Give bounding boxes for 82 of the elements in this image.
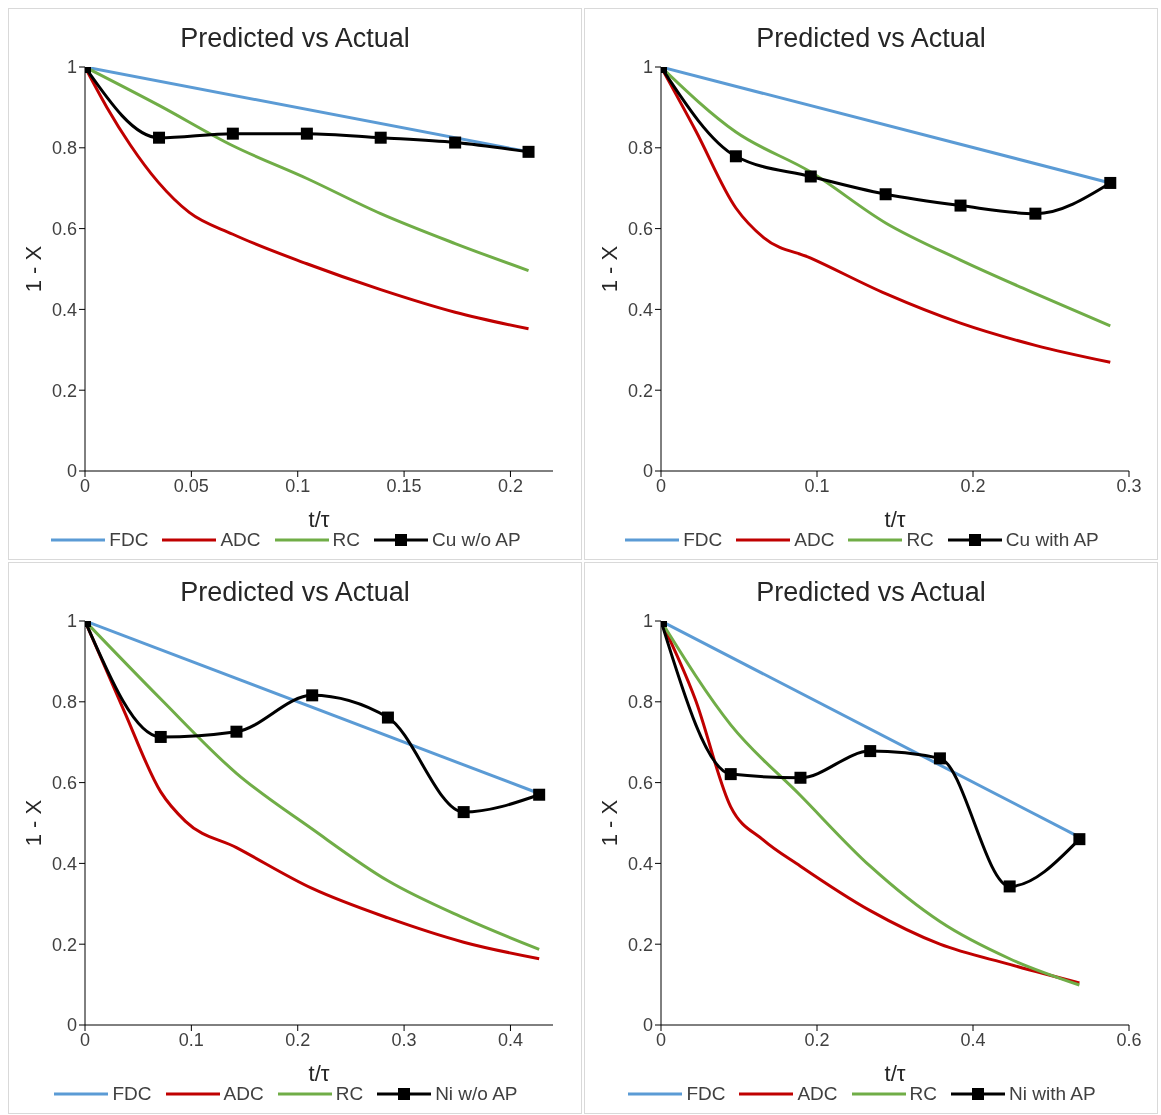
y-axis-title: 1 - X [20,245,46,293]
legend-label: ADC [796,1083,838,1105]
legend-label: FDC [108,529,149,551]
legend-label: ADC [219,529,261,551]
legend-label: RC [909,1083,938,1104]
legend-label: Cu w/o AP [430,529,521,551]
point [933,752,946,765]
chart-title: Predicted vs Actual [755,577,987,609]
y-tick-label: 1 [66,57,77,78]
x-tick-label: 0.3 [1116,475,1142,496]
y-tick-label: 0.8 [51,138,77,159]
x-tick-label: 0.2 [285,1029,311,1050]
legend-label: RC [332,529,360,550]
legend-label: FDC [685,1083,726,1105]
x-tick-label: 0.2 [960,475,986,496]
legend-label: Cu with AP [1004,529,1099,551]
x-tick-label: 0.2 [804,1029,830,1050]
x-tick-label: 0 [655,1029,667,1050]
x-axis-title: t/τ [884,1061,906,1086]
x-tick-label: 0.3 [391,1029,417,1050]
point [1073,833,1086,846]
x-tick-label: 0.6 [1116,1029,1142,1050]
y-axis-title: 1 - X [596,799,622,847]
y-tick-label: 0.4 [51,299,77,320]
chart-title: Predicted vs Actual [179,577,411,609]
point [457,806,470,819]
x-tick-label: 0.15 [386,475,422,496]
x-tick-label: 0 [79,1029,91,1050]
point [724,768,737,781]
legend-label: FDC [111,1083,152,1105]
y-tick-label: 0 [642,1015,653,1036]
x-tick-label: 0.05 [173,475,209,496]
chart-title: Predicted vs Actual [179,23,411,55]
legend-label: Ni with AP [1008,1083,1096,1105]
y-tick-label: 0.8 [627,138,653,159]
y-tick-label: 1 [642,611,653,632]
x-tick-label: 0.4 [960,1029,986,1050]
x-tick-label: 0 [655,475,667,496]
y-tick-label: 1 [642,57,653,78]
y-tick-label: 0 [66,461,77,482]
y-tick-label: 0.2 [627,380,653,401]
y-tick-label: 0.8 [627,692,653,713]
y-tick-label: 0.2 [627,934,653,955]
x-tick-label: 0.1 [804,475,830,496]
y-tick-label: 0.6 [627,772,653,793]
point [864,745,877,758]
y-tick-label: 0.6 [51,772,77,793]
chart-title: Predicted vs Actual [755,23,987,55]
y-tick-label: 0.6 [627,218,653,239]
x-tick-label: 0.2 [497,475,523,496]
y-tick-label: 0.8 [51,692,77,713]
y-axis-title: 1 - X [596,245,622,293]
x-axis-title: t/τ [308,1061,330,1086]
legend-label: RC [335,1083,364,1104]
point [533,788,546,801]
legend-label: ADC [793,529,835,551]
x-axis-title: t/τ [884,507,906,532]
y-tick-label: 1 [66,611,77,632]
point [154,730,167,743]
y-tick-label: 0.4 [627,299,653,320]
y-tick-label: 0 [642,461,653,482]
y-tick-label: 0.2 [51,380,77,401]
x-tick-label: 0.1 [285,475,311,496]
y-tick-label: 0.4 [51,853,77,874]
x-tick-label: 0.1 [178,1029,204,1050]
y-axis-title: 1 - X [20,799,46,847]
y-tick-label: 0.2 [51,934,77,955]
x-axis-title: t/τ [308,507,330,532]
point [381,711,394,724]
y-tick-label: 0.6 [51,218,77,239]
point [306,689,319,702]
point [794,771,807,784]
legend-label: RC [906,529,934,550]
point [1003,880,1016,893]
x-tick-label: 0.4 [497,1029,523,1050]
legend-label: Ni w/o AP [434,1083,518,1105]
point [230,725,243,738]
legend-label: ADC [222,1083,264,1105]
legend-label: FDC [682,529,723,551]
y-tick-label: 0 [66,1015,77,1036]
x-tick-label: 0 [79,475,91,496]
y-tick-label: 0.4 [627,853,653,874]
